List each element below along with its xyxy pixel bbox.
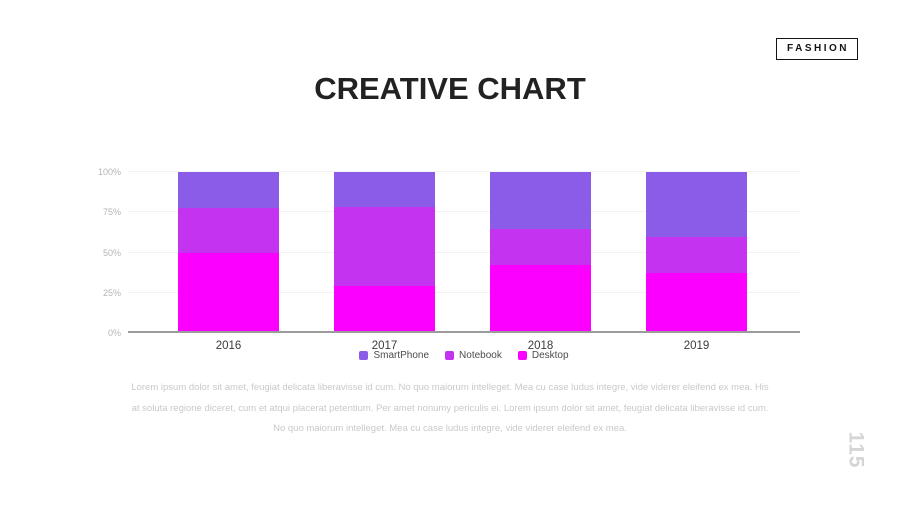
legend-label: SmartPhone [373,350,430,361]
y-tick-label: 50% [102,247,121,258]
body-text: Lorem ipsum dolor sit amet, feugiat deli… [131,382,769,434]
bar-segment-desktop [646,273,747,333]
legend-item-desktop: Desktop [517,350,569,361]
x-tick-label: 2016 [215,340,242,352]
gridline [128,211,800,213]
bar-segment-smartphone [178,172,279,209]
bar-segment-notebook [646,237,747,274]
gridline [128,291,800,293]
chart-legend: SmartPhone Notebook Desktop [128,350,800,361]
legend-swatch-notebook [445,351,455,360]
fashion-badge: FASHION [776,38,858,60]
bar-segment-notebook [490,229,591,265]
legend-label: Notebook [459,350,502,361]
bar-2016 [178,172,279,333]
legend-item-notebook: Notebook [445,350,502,361]
legend-label: Desktop [531,350,569,361]
page-title: CREATIVE CHART [314,71,586,106]
gridline [128,251,800,253]
x-axis-line [128,331,800,333]
x-tick-label: 2018 [527,340,554,352]
bar-segment-notebook [178,208,279,254]
page-number: 115 [844,431,868,469]
stacked-bar-chart-plot-area: 0% 25% 50% 75% 100% 2016 2017 2018 2019 [98,167,800,352]
y-tick-label: 0% [107,328,121,338]
bar-segment-desktop [490,264,591,333]
bar-segment-desktop [178,253,279,333]
y-tick-label: 75% [102,207,121,218]
bar-segment-smartphone [490,172,591,230]
x-tick-label: 2019 [683,340,710,352]
bar-segment-desktop [334,286,435,333]
bar-2018 [490,172,591,333]
legend-swatch-smartphone [359,351,369,360]
x-tick-label: 2017 [371,340,398,352]
bar-segment-notebook [334,206,435,287]
y-tick-label: 100% [97,167,121,177]
bar-2019 [646,172,747,333]
gridline [128,171,800,172]
bar-segment-smartphone [646,172,747,238]
bar-segment-smartphone [334,172,435,207]
legend-item-smartphone: SmartPhone [359,350,429,361]
legend-swatch-desktop [517,351,527,360]
bar-2017 [334,172,435,333]
y-tick-label: 25% [102,287,121,298]
fashion-badge-label: FASHION [787,43,849,54]
